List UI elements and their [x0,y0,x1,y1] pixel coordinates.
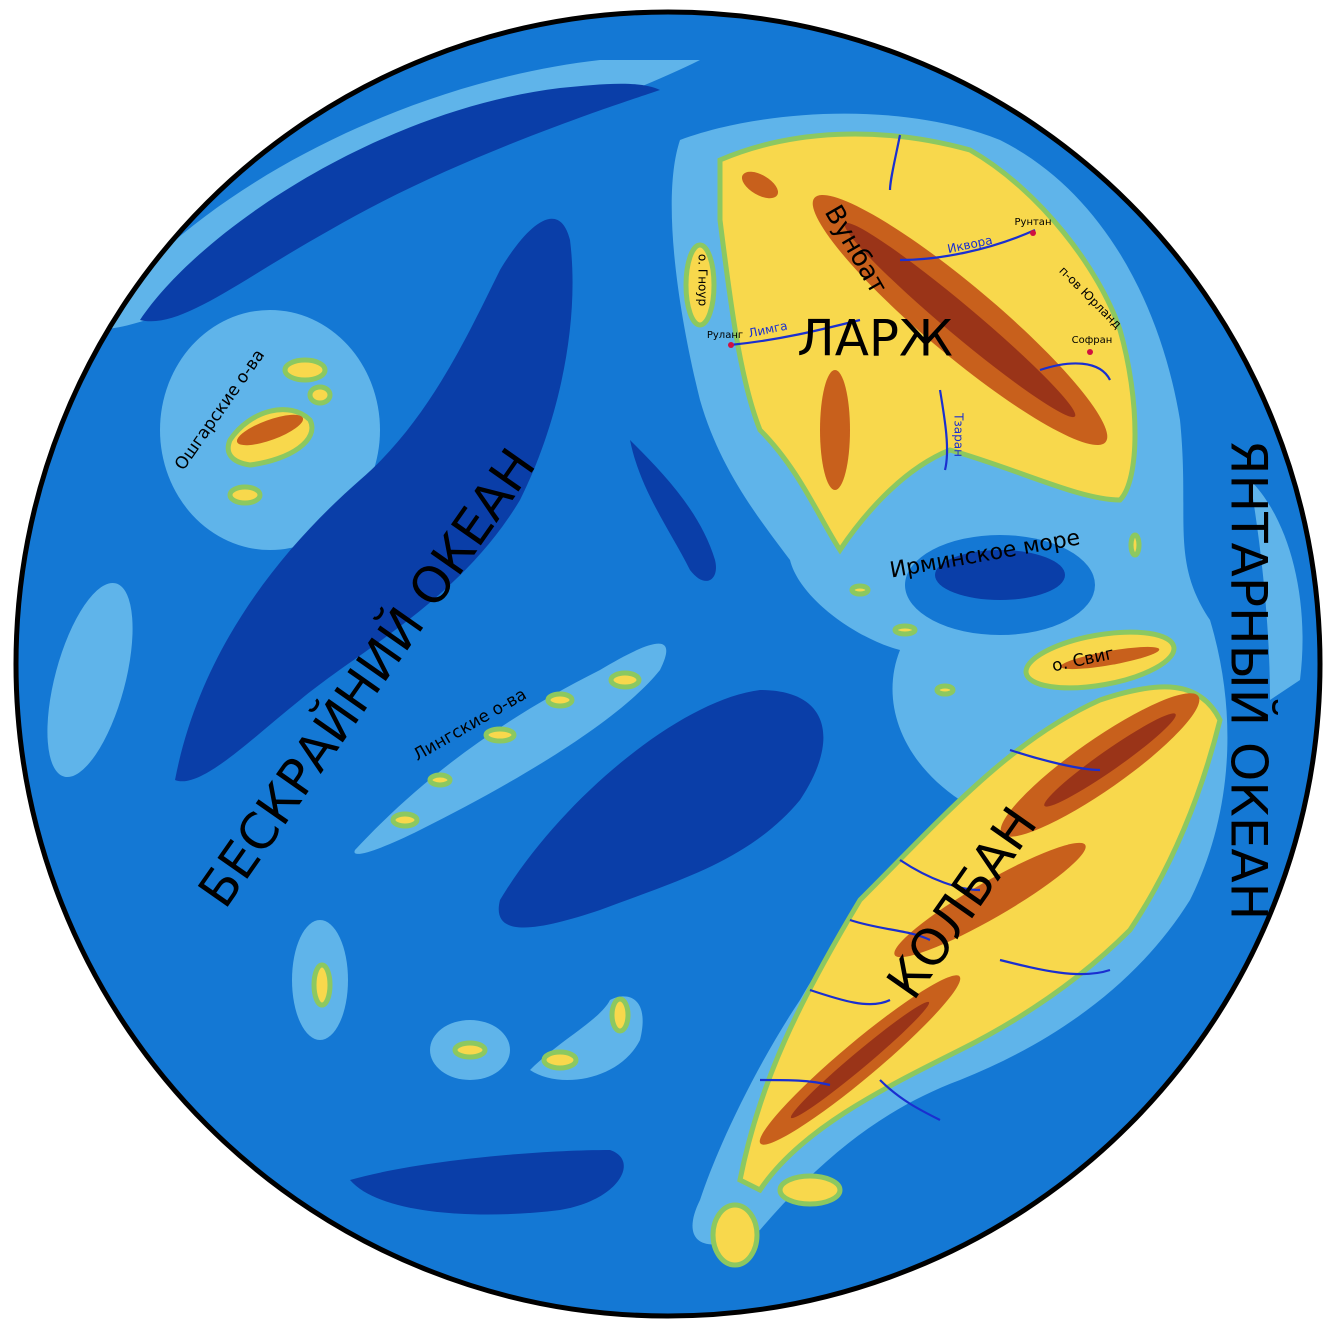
deep-water [175,218,573,782]
city-label: Рунтан [1015,217,1052,228]
shelf [1250,480,1303,700]
shelf [354,643,667,854]
shelf [47,582,133,778]
deep-water [140,83,660,322]
deep-water [350,1150,624,1215]
peaks [790,222,1176,1119]
deep-water [630,440,716,581]
globe-outline [13,9,1323,1319]
rivers [729,134,1111,1121]
city-label: Руланг [707,330,743,341]
deep-water [935,550,1065,600]
cities [728,230,1093,355]
deep-water [498,690,824,928]
city-label: Софран [1072,335,1113,346]
continent-label: ЛАРЖ [797,310,953,368]
river-label: Тзаран [952,412,966,457]
ocean-label: ЯНТАРНЫЙ ОКЕАН [1220,440,1279,921]
island-label: о. Гноур [696,254,710,306]
